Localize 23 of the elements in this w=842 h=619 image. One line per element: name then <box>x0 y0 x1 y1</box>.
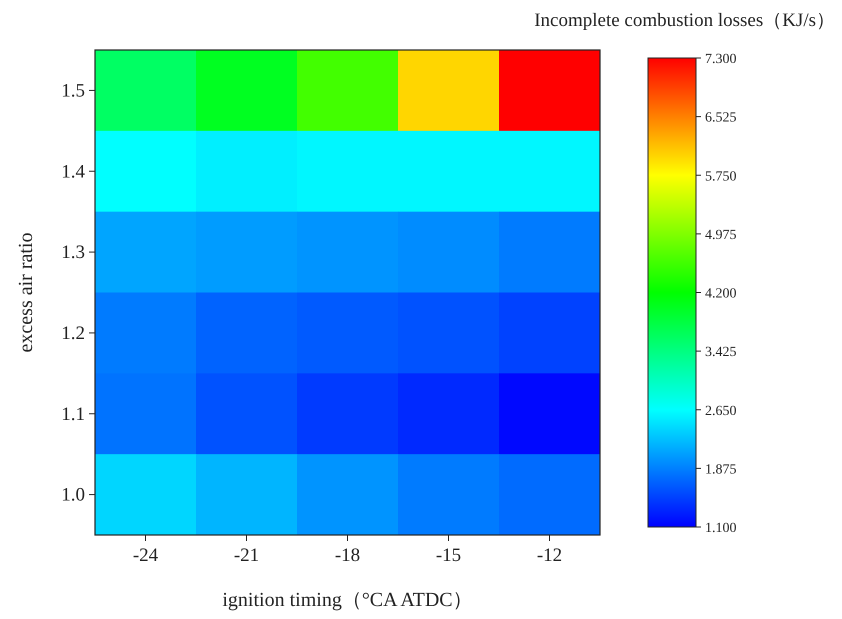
y-tick-label: 1.4 <box>61 161 86 182</box>
x-tick-label: -18 <box>334 545 360 566</box>
color-bar-label: 4.200 <box>705 286 736 302</box>
y-tick-label: 1.3 <box>61 242 85 264</box>
y-tick-label: 1.5 <box>61 80 85 102</box>
x-tick-label: -24 <box>132 545 159 566</box>
color-bar-label: 1.100 <box>705 521 736 536</box>
x-tick-label: -21 <box>234 545 260 566</box>
color-bar-label: 1.875 <box>705 462 736 478</box>
x-tick-label: -12 <box>536 545 562 566</box>
color-bar-label: 4.975 <box>705 228 736 243</box>
color-bar-label: 6.525 <box>705 110 736 126</box>
color-bar-label: 7.300 <box>705 52 736 67</box>
x-axis-title: ignition timing（°CA ATDC） <box>222 589 473 611</box>
y-tick-label: 1.0 <box>61 484 85 506</box>
color-bar-title: Incomplete combustion losses（KJ/s） <box>534 10 835 31</box>
y-axis-title: excess air ratio <box>15 232 37 352</box>
y-tick-label: 1.1 <box>61 404 85 425</box>
x-tick-label: -15 <box>436 545 462 566</box>
y-tick-label: 1.2 <box>61 322 85 344</box>
color-bar-label: 3.425 <box>705 345 736 360</box>
color-bar-label: 2.650 <box>705 404 736 419</box>
color-bar-label: 5.750 <box>705 169 736 184</box>
